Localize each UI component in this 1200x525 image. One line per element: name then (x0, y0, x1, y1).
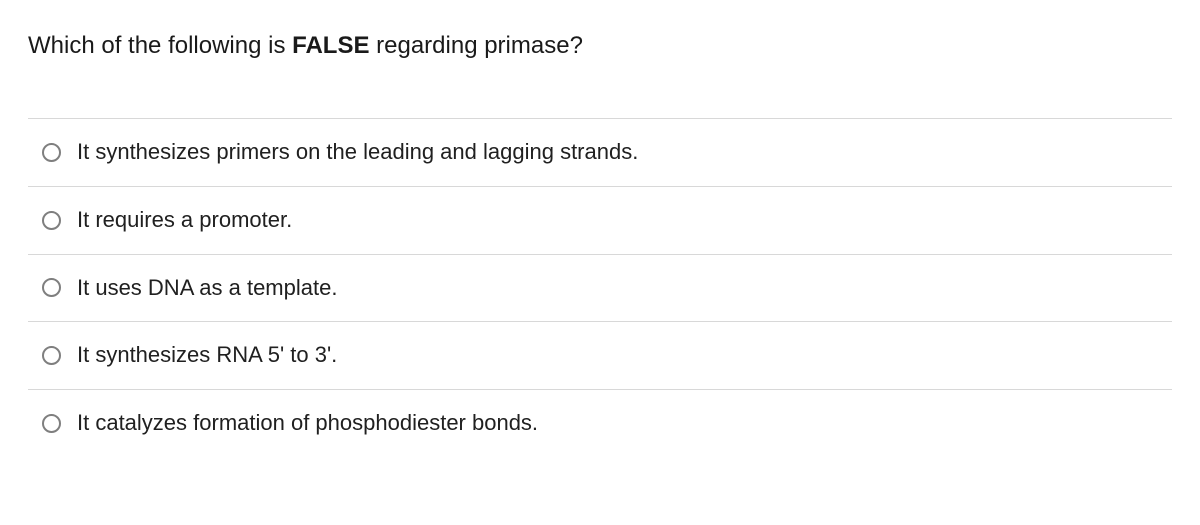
radio-icon[interactable] (42, 346, 61, 365)
radio-icon[interactable] (42, 211, 61, 230)
radio-icon[interactable] (42, 278, 61, 297)
option-row[interactable]: It requires a promoter. (28, 186, 1172, 254)
question-bold: FALSE (292, 32, 369, 59)
option-row[interactable]: It uses DNA as a template. (28, 254, 1172, 322)
question-prefix: Which of the following is (28, 32, 292, 59)
option-label: It requires a promoter. (77, 206, 292, 235)
option-label: It synthesizes primers on the leading an… (77, 138, 638, 167)
options-list: It synthesizes primers on the leading an… (28, 118, 1172, 456)
option-row[interactable]: It synthesizes primers on the leading an… (28, 118, 1172, 186)
option-label: It uses DNA as a template. (77, 274, 337, 303)
question-text: Which of the following is FALSE regardin… (28, 30, 1172, 62)
radio-icon[interactable] (42, 143, 61, 162)
question-suffix: regarding primase? (369, 32, 582, 59)
option-row[interactable]: It synthesizes RNA 5' to 3'. (28, 321, 1172, 389)
option-row[interactable]: It catalyzes formation of phosphodiester… (28, 389, 1172, 457)
radio-icon[interactable] (42, 414, 61, 433)
option-label: It synthesizes RNA 5' to 3'. (77, 341, 337, 370)
option-label: It catalyzes formation of phosphodiester… (77, 409, 538, 438)
